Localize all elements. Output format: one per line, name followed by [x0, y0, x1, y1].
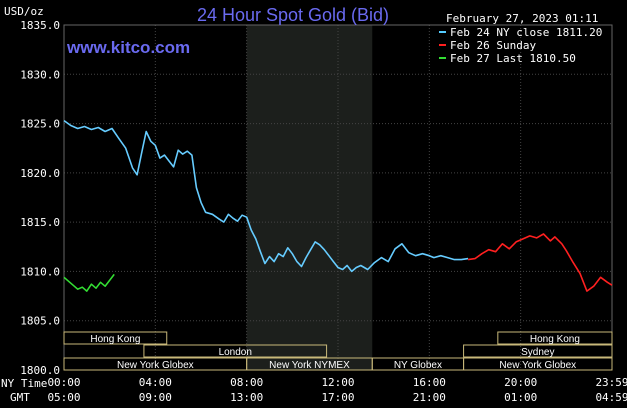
legend-entry: Feb 26 Sunday — [450, 39, 536, 52]
session-label: New York Globex — [499, 360, 576, 371]
x-tick-label-gmt: 04:59 — [595, 391, 627, 404]
session-label: Hong Kong — [530, 334, 580, 345]
y-tick-label: 1835.0 — [20, 19, 60, 32]
x-tick-label-ny: 23:59 — [595, 376, 627, 389]
unit-label: USD/oz — [4, 5, 44, 18]
legend-entry: Feb 27 Last 1810.50 — [450, 52, 576, 65]
session-label: NY Globex — [394, 360, 442, 371]
x-tick-label-ny: 16:00 — [413, 376, 446, 389]
session-label: New York Globex — [117, 360, 194, 371]
x-tick-label-ny: 04:00 — [139, 376, 172, 389]
session-box — [63, 331, 168, 345]
y-tick-label: 1815.0 — [20, 216, 60, 229]
x-tick-label-ny: 00:00 — [47, 376, 80, 389]
session-box — [497, 331, 613, 345]
y-tick-label: 1820.0 — [20, 167, 60, 180]
session-label: London — [219, 347, 252, 358]
y-axis-ticks: 1835.0 1830.0 1825.0 1820.0 1815.0 1810.0 1805… — [20, 19, 60, 377]
trading-sessions: Hong Kong Hong Kong London Sydney New York G… — [63, 331, 613, 371]
x-tick-label-gmt: 09:00 — [139, 391, 172, 404]
session-box — [143, 344, 328, 358]
session-label: Sydney — [521, 347, 554, 358]
x-tick-label-gmt: 13:00 — [230, 391, 263, 404]
session-label: Hong Kong — [90, 334, 140, 345]
session-box — [463, 344, 613, 358]
chart-title: 24 Hour Spot Gold (Bid) — [197, 5, 389, 25]
y-tick-label: 1805.0 — [20, 315, 60, 328]
website-watermark: www.kitco.com — [66, 38, 190, 57]
y-tick-label: 1830.0 — [20, 68, 60, 81]
nymex-highlight-band — [246, 25, 373, 370]
x-axis-label-ny: NY Time — [1, 377, 47, 390]
price-line-3 — [63, 273, 115, 292]
price-line-2 — [467, 233, 613, 292]
session-label: New York NYMEX — [269, 360, 350, 371]
y-tick-label: 1800.0 — [20, 364, 60, 377]
y-tick-label: 1810.0 — [20, 265, 60, 278]
price-series — [63, 119, 613, 292]
x-tick-label-gmt: 17:00 — [321, 391, 354, 404]
x-axis-ticks: 00:00 05:00 04:00 09:00 08:00 13:00 12:00 17:00… — [47, 376, 627, 404]
x-axis-label-gmt: GMT — [10, 391, 30, 404]
legend-entry: Feb 24 NY close 1811.20 — [450, 26, 602, 39]
y-tick-label: 1825.0 — [20, 118, 60, 131]
x-tick-label-gmt: 21:00 — [413, 391, 446, 404]
session-box — [463, 357, 613, 371]
x-tick-label-ny: 20:00 — [504, 376, 537, 389]
timestamp: February 27, 2023 01:11 — [446, 12, 598, 25]
x-tick-label-ny: 12:00 — [321, 376, 354, 389]
price-line-1 — [63, 119, 469, 273]
x-tick-label-ny: 08:00 — [230, 376, 263, 389]
x-tick-label-gmt: 05:00 — [47, 391, 80, 404]
x-tick-label-gmt: 01:00 — [504, 391, 537, 404]
